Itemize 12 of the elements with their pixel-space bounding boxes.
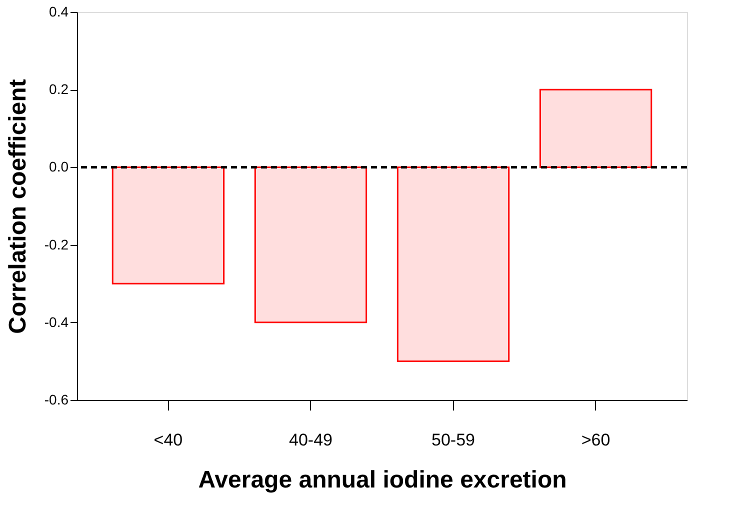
x-tick-label: 50-59: [432, 430, 476, 450]
y-tick-label: -0.6: [44, 392, 69, 408]
y-axis-title: Correlation coefficient: [4, 79, 32, 334]
y-tick-label: -0.4: [44, 314, 69, 330]
x-axis-title: Average annual iodine excretion: [198, 466, 567, 494]
x-tick-label: >60: [581, 430, 610, 450]
y-tick-label: 0.0: [49, 158, 69, 175]
x-tick-label: <40: [154, 430, 183, 450]
y-tick-label: 0.4: [49, 4, 69, 20]
x-tick-label: 40-49: [288, 430, 332, 450]
y-tick-label: -0.2: [44, 236, 69, 252]
y-tick-label: 0.2: [49, 81, 69, 98]
